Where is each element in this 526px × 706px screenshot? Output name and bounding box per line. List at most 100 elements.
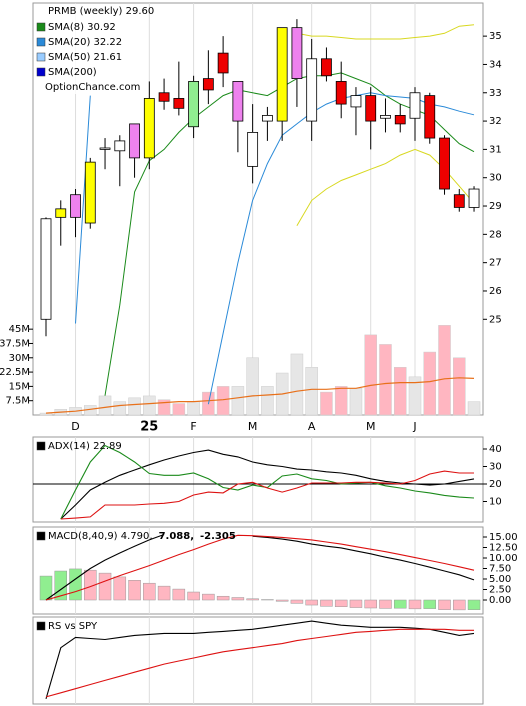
volume-bar xyxy=(231,386,245,416)
legend-label: SMA(50) 21.61 xyxy=(48,52,122,63)
legend-label: -2.305 xyxy=(200,531,236,542)
volume-bar xyxy=(364,334,377,416)
y-tick-label: 26 xyxy=(489,286,502,297)
legend-marker xyxy=(36,52,46,62)
legend-marker xyxy=(36,531,46,541)
panel-frame xyxy=(32,616,484,705)
volume-tick-label: 45M xyxy=(9,324,30,335)
volume-bar xyxy=(187,401,200,416)
legend: PRMB (weekly) 29.60 SMA(8) 30.92 SMA(20) 3… xyxy=(35,4,154,94)
y-tick-label: 30 xyxy=(489,462,502,473)
legend-label: MACD(8,40,9) 4.790, xyxy=(48,531,153,542)
y-tick-label: 27 xyxy=(489,258,502,269)
volume-tick-label: 22.5M xyxy=(0,367,30,378)
histogram-bar xyxy=(231,597,245,601)
volume-bar xyxy=(172,403,186,416)
histogram-bar xyxy=(305,599,318,606)
volume-bar xyxy=(320,391,333,416)
y-tick-label: 25 xyxy=(489,314,502,325)
band-line xyxy=(296,24,475,40)
histogram-bar xyxy=(172,588,186,601)
candle-body xyxy=(335,81,347,105)
histogram-bar xyxy=(438,599,451,610)
candle-body xyxy=(394,115,406,125)
volume-bar xyxy=(453,357,466,416)
volume-bar xyxy=(157,399,171,416)
volume-bar xyxy=(246,357,259,416)
histogram-bar xyxy=(408,599,422,610)
histogram-bar xyxy=(143,582,156,601)
y-tick-label: 31 xyxy=(489,144,502,155)
volume-bar xyxy=(334,386,348,416)
histogram-bar xyxy=(202,593,215,601)
indicator-line xyxy=(60,470,474,520)
candle-body xyxy=(261,115,273,122)
histogram-bar xyxy=(128,580,141,601)
volume-bar xyxy=(393,367,407,416)
candle-body xyxy=(321,58,332,77)
volume-bar xyxy=(467,401,481,416)
volume-bar xyxy=(379,344,392,416)
macd-line xyxy=(45,534,475,601)
histogram-bar xyxy=(423,599,437,609)
volume-tick-label: 30M xyxy=(9,353,30,364)
histogram-bar xyxy=(216,595,230,601)
x-tick-label: A xyxy=(308,420,316,433)
legend-label: RS vs SPY xyxy=(48,621,98,632)
x-tick-label: M xyxy=(248,420,258,433)
panel-frame xyxy=(32,436,484,523)
volume-bar xyxy=(113,401,127,416)
candle-body xyxy=(409,92,421,119)
volume-bar xyxy=(290,353,304,416)
histogram-bar xyxy=(349,599,363,608)
histogram-bar xyxy=(393,599,407,609)
histogram-bar xyxy=(467,599,481,610)
candle-body xyxy=(468,188,480,208)
histogram-bar xyxy=(364,599,377,609)
histogram-bar xyxy=(379,599,392,609)
histogram-bar xyxy=(157,585,171,601)
legend-label: SMA(200) xyxy=(48,67,97,78)
histogram-bar xyxy=(453,599,466,611)
y-tick-label: 32 xyxy=(489,116,502,127)
volume-bar xyxy=(438,325,451,416)
watermark: OptionChance.com xyxy=(45,82,140,93)
candle-body xyxy=(380,115,391,119)
candle-body xyxy=(114,140,126,152)
volume-bar xyxy=(349,388,363,416)
y-tick-label: 2.50 xyxy=(489,585,511,596)
candle-body xyxy=(143,98,155,159)
volume-bar xyxy=(408,376,422,416)
histogram-bar xyxy=(320,599,333,607)
legend-label: SMA(20) 32.22 xyxy=(48,37,122,48)
candle-body xyxy=(84,161,96,224)
candle-body xyxy=(424,95,436,139)
legend-label: SMA(8) 30.92 xyxy=(48,22,116,33)
candle-body xyxy=(439,137,450,190)
histogram-bar xyxy=(334,599,348,607)
histogram-bar xyxy=(290,599,304,604)
y-tick-label: 7.50 xyxy=(489,564,511,575)
histogram-bar xyxy=(275,599,289,602)
volume-bar xyxy=(261,386,274,416)
legend-marker xyxy=(36,621,46,631)
histogram-bar xyxy=(39,575,53,601)
candle-body xyxy=(232,81,244,122)
candle-body xyxy=(306,58,318,122)
candle-body xyxy=(158,92,170,102)
candle-body xyxy=(453,194,465,208)
candle-body xyxy=(173,98,185,109)
y-tick-label: 10 xyxy=(489,497,502,508)
volume-tick-label: 37.5M xyxy=(0,338,30,349)
volume-ma-line xyxy=(45,377,475,414)
candle-body xyxy=(40,218,52,320)
y-tick-label: 29 xyxy=(489,201,502,212)
histogram-bar xyxy=(98,572,112,601)
legend-marker xyxy=(36,67,46,77)
volume-tick-label: 15M xyxy=(9,381,30,392)
indicator-line xyxy=(45,628,474,698)
chart-title: PRMB (weekly) 29.60 xyxy=(48,6,154,17)
candle-body xyxy=(247,132,259,167)
y-tick-label: 10.00 xyxy=(489,553,518,564)
